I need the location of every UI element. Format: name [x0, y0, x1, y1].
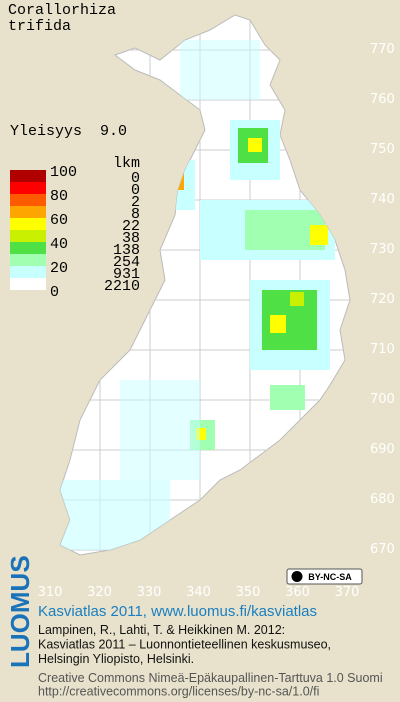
legend-swatch	[10, 278, 46, 290]
license-line: http://creativecommons.org/licenses/by-n…	[38, 685, 319, 699]
map-axes: 310 320 330 340 350 360 370 770 760 750 740 730 720 7…	[38, 42, 395, 600]
y-coordinate: 680	[370, 492, 395, 507]
legend-count: 22	[122, 218, 140, 235]
x-coordinate: 320	[87, 585, 112, 600]
map	[59, 14, 351, 556]
legend-count: 138	[113, 242, 140, 259]
legend-count: 0	[131, 182, 140, 199]
legend-swatch	[10, 194, 46, 206]
legend-swatch	[10, 218, 46, 230]
y-coordinate: 750	[370, 142, 395, 157]
legend-swatch	[10, 230, 46, 242]
x-coordinate: 340	[186, 585, 211, 600]
y-coordinate: 740	[370, 192, 395, 207]
x-coordinate: 310	[38, 585, 63, 600]
y-coordinate: 690	[370, 442, 395, 457]
legend-count: 254	[113, 254, 140, 271]
legend-swatch	[10, 242, 46, 254]
x-coordinate: 370	[335, 585, 360, 600]
x-coordinate: 330	[137, 585, 162, 600]
legend-scale: 20	[50, 260, 68, 277]
legend-swatch	[10, 182, 46, 194]
citation-line: Lampinen, R., Lahti, T. & Heikkinen M. 2…	[38, 623, 285, 637]
x-coordinate: 350	[236, 585, 261, 600]
legend-count: 2210	[104, 278, 140, 295]
y-coordinate: 770	[370, 42, 395, 57]
count-header: lkm	[113, 155, 140, 172]
footer: Lampinen, R., Lahti, T. & Heikkinen M. 2…	[38, 623, 383, 699]
citation-line: Helsingin Yliopisto, Helsinki.	[38, 652, 194, 666]
legend-scale: 100	[50, 164, 77, 181]
legend-count: 38	[122, 230, 140, 247]
x-coordinate: 360	[285, 585, 310, 600]
legend-swatch	[10, 266, 46, 278]
y-coordinate: 760	[370, 92, 395, 107]
legend-swatch	[10, 254, 46, 266]
badge-text: BY-NC-SA	[308, 572, 352, 582]
legend-count: 0	[131, 170, 140, 187]
legend-swatch	[10, 170, 46, 182]
license-badge: BY-NC-SA	[286, 568, 363, 585]
legend-swatch	[10, 206, 46, 218]
occurrences	[60, 40, 335, 550]
legend-scale: 0	[50, 284, 59, 301]
legend-count: 931	[113, 266, 140, 283]
citation-line: Kasviatlas 2011 – Luonnontieteellinen ke…	[38, 638, 331, 652]
logo: LUOMUS	[5, 555, 35, 668]
license-line: Creative Commons Nimeä-Epäkaupallinen-Ta…	[38, 671, 383, 685]
y-coordinate: 710	[370, 342, 395, 357]
title-line: trifida	[8, 18, 71, 35]
y-coordinate: 730	[370, 242, 395, 257]
legend-count: 2	[131, 194, 140, 211]
y-coordinate: 700	[370, 392, 395, 407]
y-coordinate: 720	[370, 292, 395, 307]
footer-heading: Kasviatlas 2011, www.luomus.fi/kasviatla…	[38, 603, 317, 620]
frequency: Yleisyys 9.0	[10, 123, 127, 140]
legend-scale: 60	[50, 212, 68, 229]
legend-scale: 40	[50, 236, 68, 253]
legend-scale: 80	[50, 188, 68, 205]
y-coordinate: 670	[370, 542, 395, 557]
title-line: Corallorhiza	[8, 2, 116, 19]
legend-count: 8	[131, 206, 140, 223]
